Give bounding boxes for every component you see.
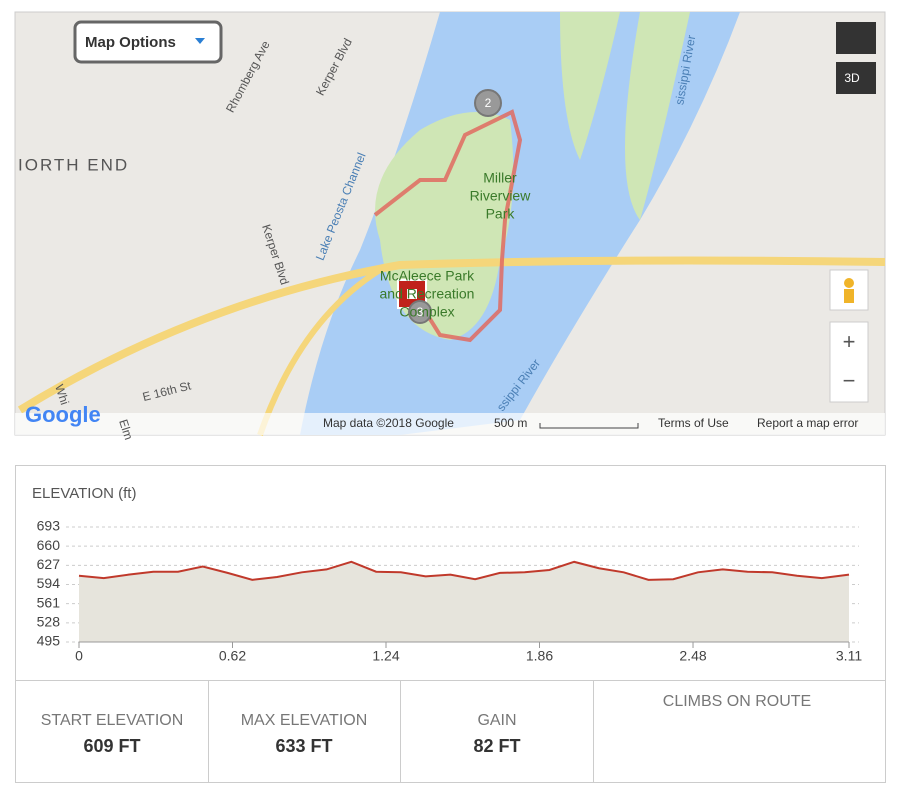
scale: 500 m (494, 416, 527, 430)
3d-label[interactable]: 3D (844, 71, 860, 85)
elevation-area (79, 561, 849, 642)
map-label: Complex (399, 304, 454, 320)
x-tick-label: 1.86 (526, 648, 553, 664)
climbs-title: CLIMBS ON ROUTE (663, 693, 811, 710)
x-tick-label: 3.11 (836, 648, 862, 664)
y-tick-label: 693 (37, 518, 61, 534)
stat-label: MAX ELEVATION (241, 712, 368, 729)
map-label: McAleece Park (380, 268, 475, 284)
y-tick-label: 495 (37, 633, 61, 649)
x-tick-label: 0.62 (219, 648, 246, 664)
y-tick-label: 561 (37, 594, 61, 610)
street-view[interactable] (829, 269, 869, 311)
stat-label: START ELEVATION (41, 712, 184, 729)
zoom-out[interactable]: − (843, 368, 856, 393)
map-label: Elm (116, 418, 136, 442)
elevation-line (78, 560, 850, 581)
map-label: Miller (483, 170, 517, 186)
stat-value: 633 FT (275, 736, 332, 756)
map-marker[interactable]: 3 (417, 305, 424, 319)
map-options-button[interactable] (73, 20, 223, 64)
3d-button[interactable] (836, 62, 876, 94)
chart-title: ELEVATION (ft) (32, 485, 136, 502)
y-tick-label: 660 (37, 537, 61, 553)
map-marker[interactable]: 2 (485, 96, 492, 110)
map-label: Park (486, 206, 516, 222)
x-tick-label: 2.48 (679, 648, 706, 664)
zoom-in[interactable]: + (843, 329, 856, 354)
google-logo[interactable]: Google (25, 402, 101, 427)
map (14, 11, 886, 436)
x-tick-label: 1.24 (372, 648, 399, 664)
report-link[interactable]: Report a map error (757, 416, 858, 430)
y-tick-label: 627 (37, 556, 61, 572)
map-label: and Recreation (380, 286, 475, 302)
stat-value: 82 FT (473, 736, 520, 756)
map-options[interactable]: Map Options (85, 34, 176, 51)
terms-link[interactable]: Terms of Use (658, 416, 729, 430)
y-tick-label: 594 (37, 575, 61, 591)
stat-label: GAIN (477, 712, 516, 729)
attribution: Map data ©2018 Google (323, 416, 454, 430)
map-label: Whi (52, 383, 72, 407)
map-label: Riverview (470, 188, 532, 204)
fullscreen-button[interactable] (836, 22, 876, 54)
stat-value: 609 FT (83, 736, 140, 756)
x-tick-label: 0 (75, 648, 83, 664)
map-label: IORTH END (18, 155, 129, 174)
y-tick-label: 528 (37, 614, 61, 630)
